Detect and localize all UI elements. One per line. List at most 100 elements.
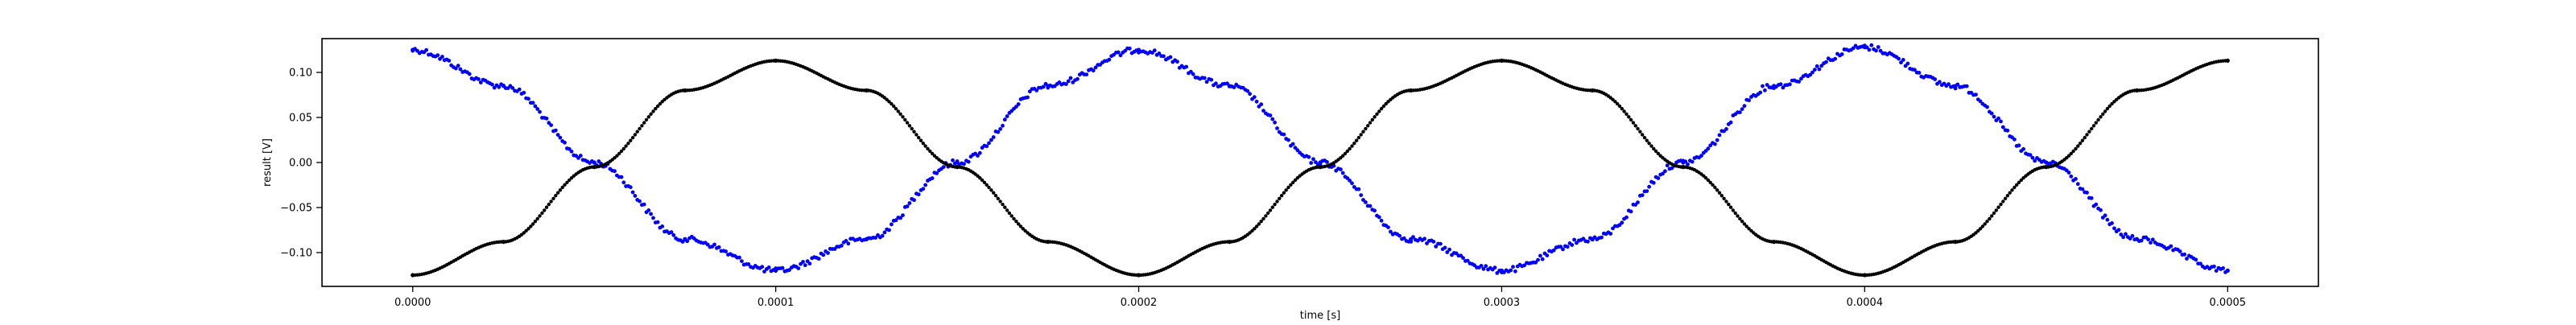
series-dot [1021,227,1026,231]
series-dot [569,176,574,180]
series-dot [1636,126,1640,131]
series-dot [2005,128,2010,133]
data-point [683,88,687,93]
series-dot [1361,198,1365,202]
series-dot [1813,68,1817,72]
series-dot [1641,133,1645,137]
series-dot [1633,124,1637,128]
series-dot [1341,154,1345,158]
series-dot [1611,97,1615,102]
series-dot [1990,214,1994,218]
series-dot [1653,149,1658,154]
series-dot [1397,233,1402,238]
series-dot [1270,117,1275,121]
series-dot [538,214,542,218]
series-dot [2001,200,2005,204]
series-dot [530,101,535,105]
series-dot [1706,178,1711,183]
y-tick-label: −0.10 [280,248,312,260]
series-dot [2074,146,2078,151]
series-dot [1356,135,1361,140]
series-dot [533,104,538,109]
series-dot [1017,222,1021,226]
series-dot [1629,209,1633,214]
series-dot [2085,191,2089,195]
series-dot [554,194,558,198]
series-dot [563,183,567,187]
series-dot [1127,46,1132,51]
series-dot [453,66,458,71]
series-dot [1738,110,1742,115]
series-dot [2099,208,2103,212]
data-point [864,237,869,241]
series-dot [1964,84,1969,88]
series-dot [1706,146,1711,151]
series-dot [901,213,905,217]
series-dot [1581,237,1586,241]
series-dot [1484,264,1488,269]
series-dot [1978,99,1983,104]
series-dot [941,165,946,170]
data-point [592,160,597,165]
data-point [1046,240,1051,245]
series-dot [826,251,830,255]
series-dot [1663,169,1667,174]
series-dot [1214,81,1218,86]
series-dot [2112,100,2116,104]
series-dot [517,87,522,92]
x-tick-label: 0.0000 [394,297,431,309]
series-dot [655,220,660,224]
series-dot [966,159,971,164]
series-dot [1375,112,1379,116]
series-dot [2094,121,2098,125]
data-point [1409,237,1414,241]
series-dot [642,202,646,207]
x-tick-label: 0.0005 [2210,297,2247,309]
series-dot [1665,163,1670,168]
series-dot [1747,98,1752,103]
series-dot [1540,257,1545,261]
series-dot [660,224,665,228]
series-dot [1001,123,1005,128]
series-dot [2178,249,2182,253]
series-dot [996,196,1001,200]
series-dot [649,212,653,216]
series-dot [977,150,982,155]
series-dot [1933,77,1938,81]
series-dot [1649,144,1653,148]
series-dot [633,133,638,137]
series-dot [926,146,930,151]
series-dot [1733,211,1737,216]
series-dot [1738,216,1742,221]
series-dot [1974,231,1978,235]
series-dot [2015,183,2019,187]
series-dot [1091,68,1096,73]
series-dot [2087,130,2091,134]
series-dot [1917,71,1922,75]
data-point [2225,58,2230,63]
series-dot [2080,187,2085,191]
series-dot [1443,245,1447,250]
series-dot [1647,184,1651,189]
series-dot [2091,124,2096,128]
series-dot [1026,95,1030,100]
series-dot [1661,171,1665,176]
series-dot [1980,224,1985,228]
series-dot [1703,176,1708,180]
series-dot [1690,159,1695,164]
series-dot [1620,220,1624,225]
series-dot [646,208,651,212]
series-dot [987,185,991,190]
series-dot [613,156,617,160]
series-dot [1810,70,1814,75]
series-dot [2013,137,2017,142]
data-point [1136,273,1141,278]
series-dot [1248,92,1252,97]
series-dot [529,224,533,228]
series-dot [1350,181,1354,186]
series-dot [658,101,663,106]
data-point [2225,268,2230,273]
x-tick-label: 0.0003 [1484,297,1521,309]
series-dot [2096,117,2100,122]
series-dot [1005,208,1009,212]
